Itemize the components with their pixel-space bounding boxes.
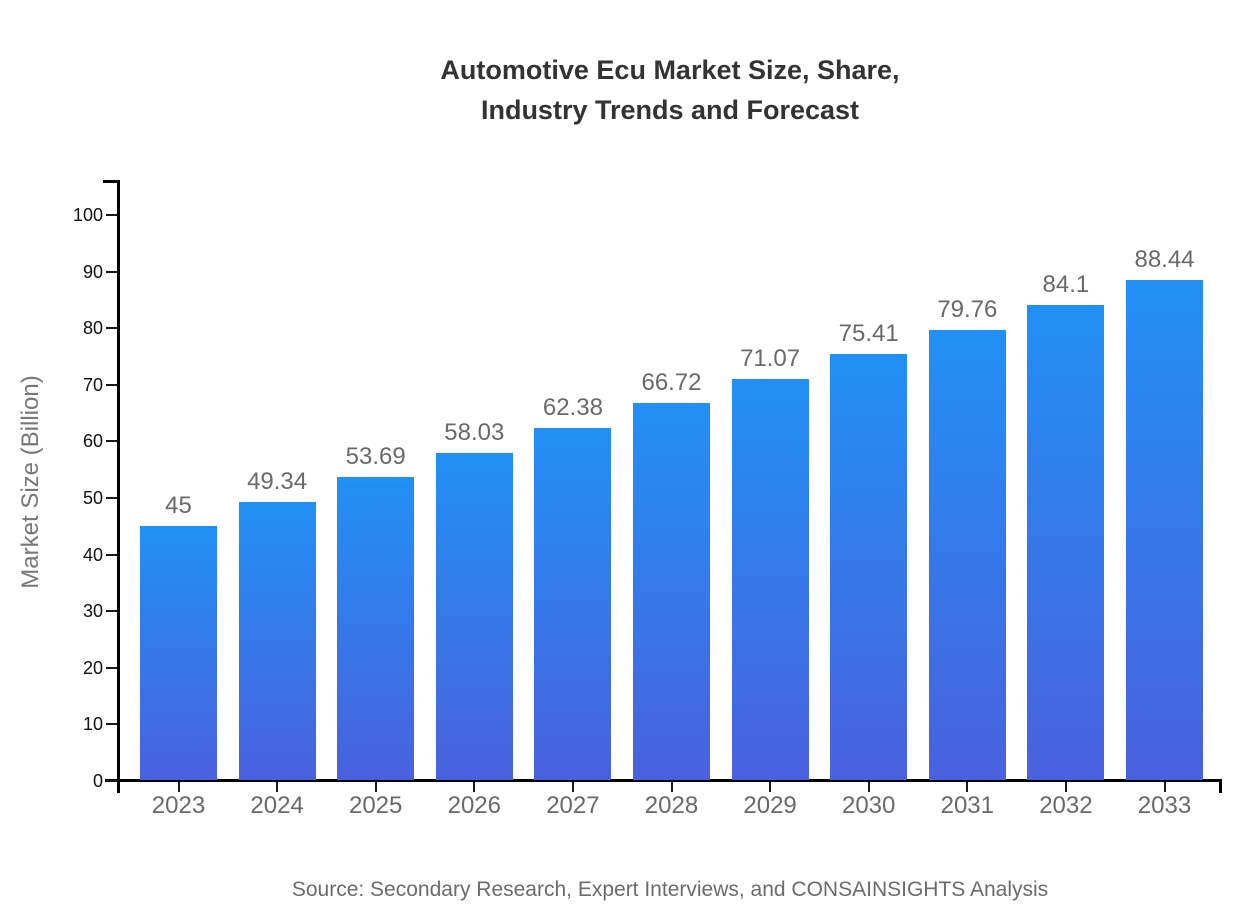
x-tick-mark — [374, 782, 377, 792]
y-tick-mark — [106, 723, 117, 726]
x-tick-mark — [571, 782, 574, 792]
bar-value-label: 62.38 — [542, 393, 603, 421]
x-axis-line — [105, 779, 1222, 782]
x-tick-mark — [670, 782, 673, 792]
x-tick-label: 2032 — [1039, 792, 1093, 819]
y-tick-mark — [106, 440, 117, 443]
y-tick-mark — [106, 383, 117, 386]
x-tick-label: 2029 — [743, 792, 797, 819]
y-tick-label: 70 — [82, 374, 103, 395]
y-tick-label: 80 — [82, 318, 103, 339]
x-tick-mark — [769, 782, 772, 792]
y-axis-title: Market Size (Billion) — [17, 375, 44, 589]
y-tick-label: 0 — [92, 771, 103, 791]
y-tick-label: 10 — [82, 714, 103, 735]
x-tick-label: 2033 — [1137, 792, 1192, 819]
x-tick-label: 2028 — [644, 792, 699, 819]
x-tick-label: 2025 — [348, 792, 403, 819]
y-tick-label: 100 — [72, 205, 103, 225]
bar-value-label: 75.41 — [838, 320, 899, 348]
x-tick-mark — [1163, 782, 1166, 792]
x-tick-label: 2031 — [940, 792, 994, 819]
x-tick-label: 2026 — [447, 792, 501, 819]
chart-title-line-2: Industry Trends and Forecast — [480, 95, 860, 125]
bar-value-label: 53.69 — [345, 443, 406, 471]
bar-2024 — [238, 501, 316, 780]
bar-2027 — [534, 427, 612, 780]
y-tick-label: 60 — [82, 431, 103, 452]
y-tick-mark — [106, 666, 117, 669]
bar-value-label: 79.76 — [937, 295, 998, 323]
y-tick-mark — [106, 780, 117, 782]
y-tick-mark — [106, 610, 117, 613]
y-tick-mark — [106, 553, 117, 556]
y-tick-mark — [106, 214, 117, 216]
chart-title: Automotive Ecu Market Size, Share, Indus… — [118, 50, 1222, 130]
bar-2026 — [435, 452, 513, 780]
x-tick-label: 2024 — [250, 792, 304, 819]
x-tick-label: 2027 — [546, 792, 600, 819]
x-tick-mark — [1064, 782, 1067, 792]
y-axis-line — [117, 180, 120, 793]
bar-2031 — [928, 329, 1006, 780]
x-tick-mark — [177, 782, 180, 792]
x-tick-mark — [473, 782, 476, 792]
y-tick-label: 40 — [82, 544, 103, 565]
chart-title-line-1: Automotive Ecu Market Size, Share, — [440, 55, 900, 85]
x-tick-mark — [276, 782, 279, 792]
bar-2030 — [830, 354, 908, 780]
x-axis-right-cap — [1219, 779, 1222, 793]
y-tick-label: 30 — [82, 601, 103, 622]
y-axis-top-cap — [103, 180, 117, 183]
y-tick-mark — [106, 497, 117, 499]
bar-2032 — [1027, 305, 1105, 780]
y-tick-label: 20 — [82, 657, 103, 678]
bar-value-label: 45 — [165, 492, 192, 520]
bar-2028 — [633, 403, 710, 780]
x-tick-label: 2023 — [151, 792, 206, 819]
bar-2023 — [140, 526, 217, 780]
x-tick-mark — [867, 782, 870, 792]
y-tick-label: 90 — [82, 261, 103, 282]
y-tick-mark — [106, 270, 117, 273]
x-tick-label: 2030 — [841, 792, 896, 819]
bar-2025 — [337, 477, 415, 780]
y-tick-label: 50 — [82, 488, 103, 508]
bar-value-label: 49.34 — [247, 467, 308, 495]
bar-2033 — [1126, 280, 1203, 780]
bar-value-label: 66.72 — [641, 369, 702, 397]
bar-value-label: 58.03 — [444, 418, 505, 446]
bar-value-label: 71.07 — [740, 344, 801, 372]
bar-2029 — [731, 378, 809, 780]
source-note: Source: Secondary Research, Expert Inter… — [291, 878, 1049, 901]
x-tick-mark — [966, 782, 969, 792]
bar-value-label: 88.44 — [1134, 246, 1195, 274]
y-tick-mark — [106, 327, 117, 330]
bar-value-label: 84.1 — [1042, 271, 1090, 298]
